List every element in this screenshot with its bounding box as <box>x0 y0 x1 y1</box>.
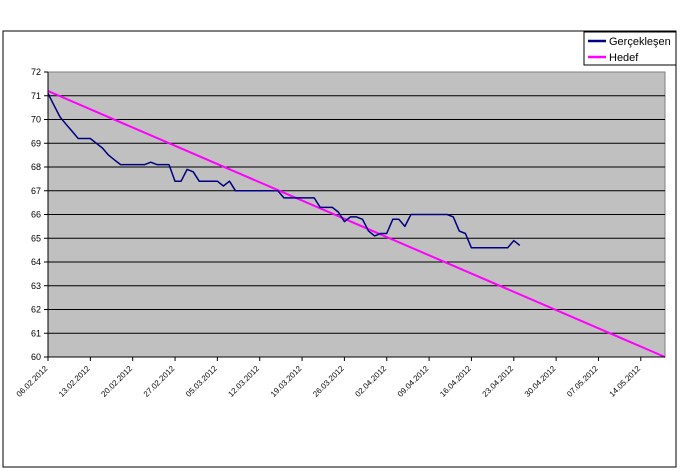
y-tick-label: 70 <box>31 115 41 125</box>
y-tick-label: 62 <box>31 305 41 315</box>
y-tick-label: 64 <box>31 257 41 267</box>
y-tick-label: 60 <box>31 352 41 362</box>
y-tick-label: 67 <box>31 186 41 196</box>
y-tick-label: 69 <box>31 138 41 148</box>
y-tick-label: 72 <box>31 67 41 77</box>
y-tick-label: 63 <box>31 281 41 291</box>
series-line-gerceklesen <box>47 93 521 249</box>
legend-box <box>583 31 677 66</box>
legend-label-series-1: Gerçekleşen <box>609 36 671 48</box>
legend-label-series-2: Hedef <box>609 52 639 64</box>
y-tick-label: 65 <box>31 233 41 243</box>
y-tick-label: 61 <box>31 328 41 338</box>
series-lines <box>47 90 666 358</box>
y-tick-label: 68 <box>31 162 41 172</box>
y-tick-label: 71 <box>31 91 41 101</box>
y-tick-label: 66 <box>31 210 41 220</box>
y-axis-tick-labels: 60 61 62 63 64 65 66 67 68 69 70 71 72 <box>31 67 48 362</box>
legend: Gerçekleşen Hedef <box>583 31 677 66</box>
series-line-hedef <box>47 90 666 358</box>
gridlines <box>48 95 665 334</box>
